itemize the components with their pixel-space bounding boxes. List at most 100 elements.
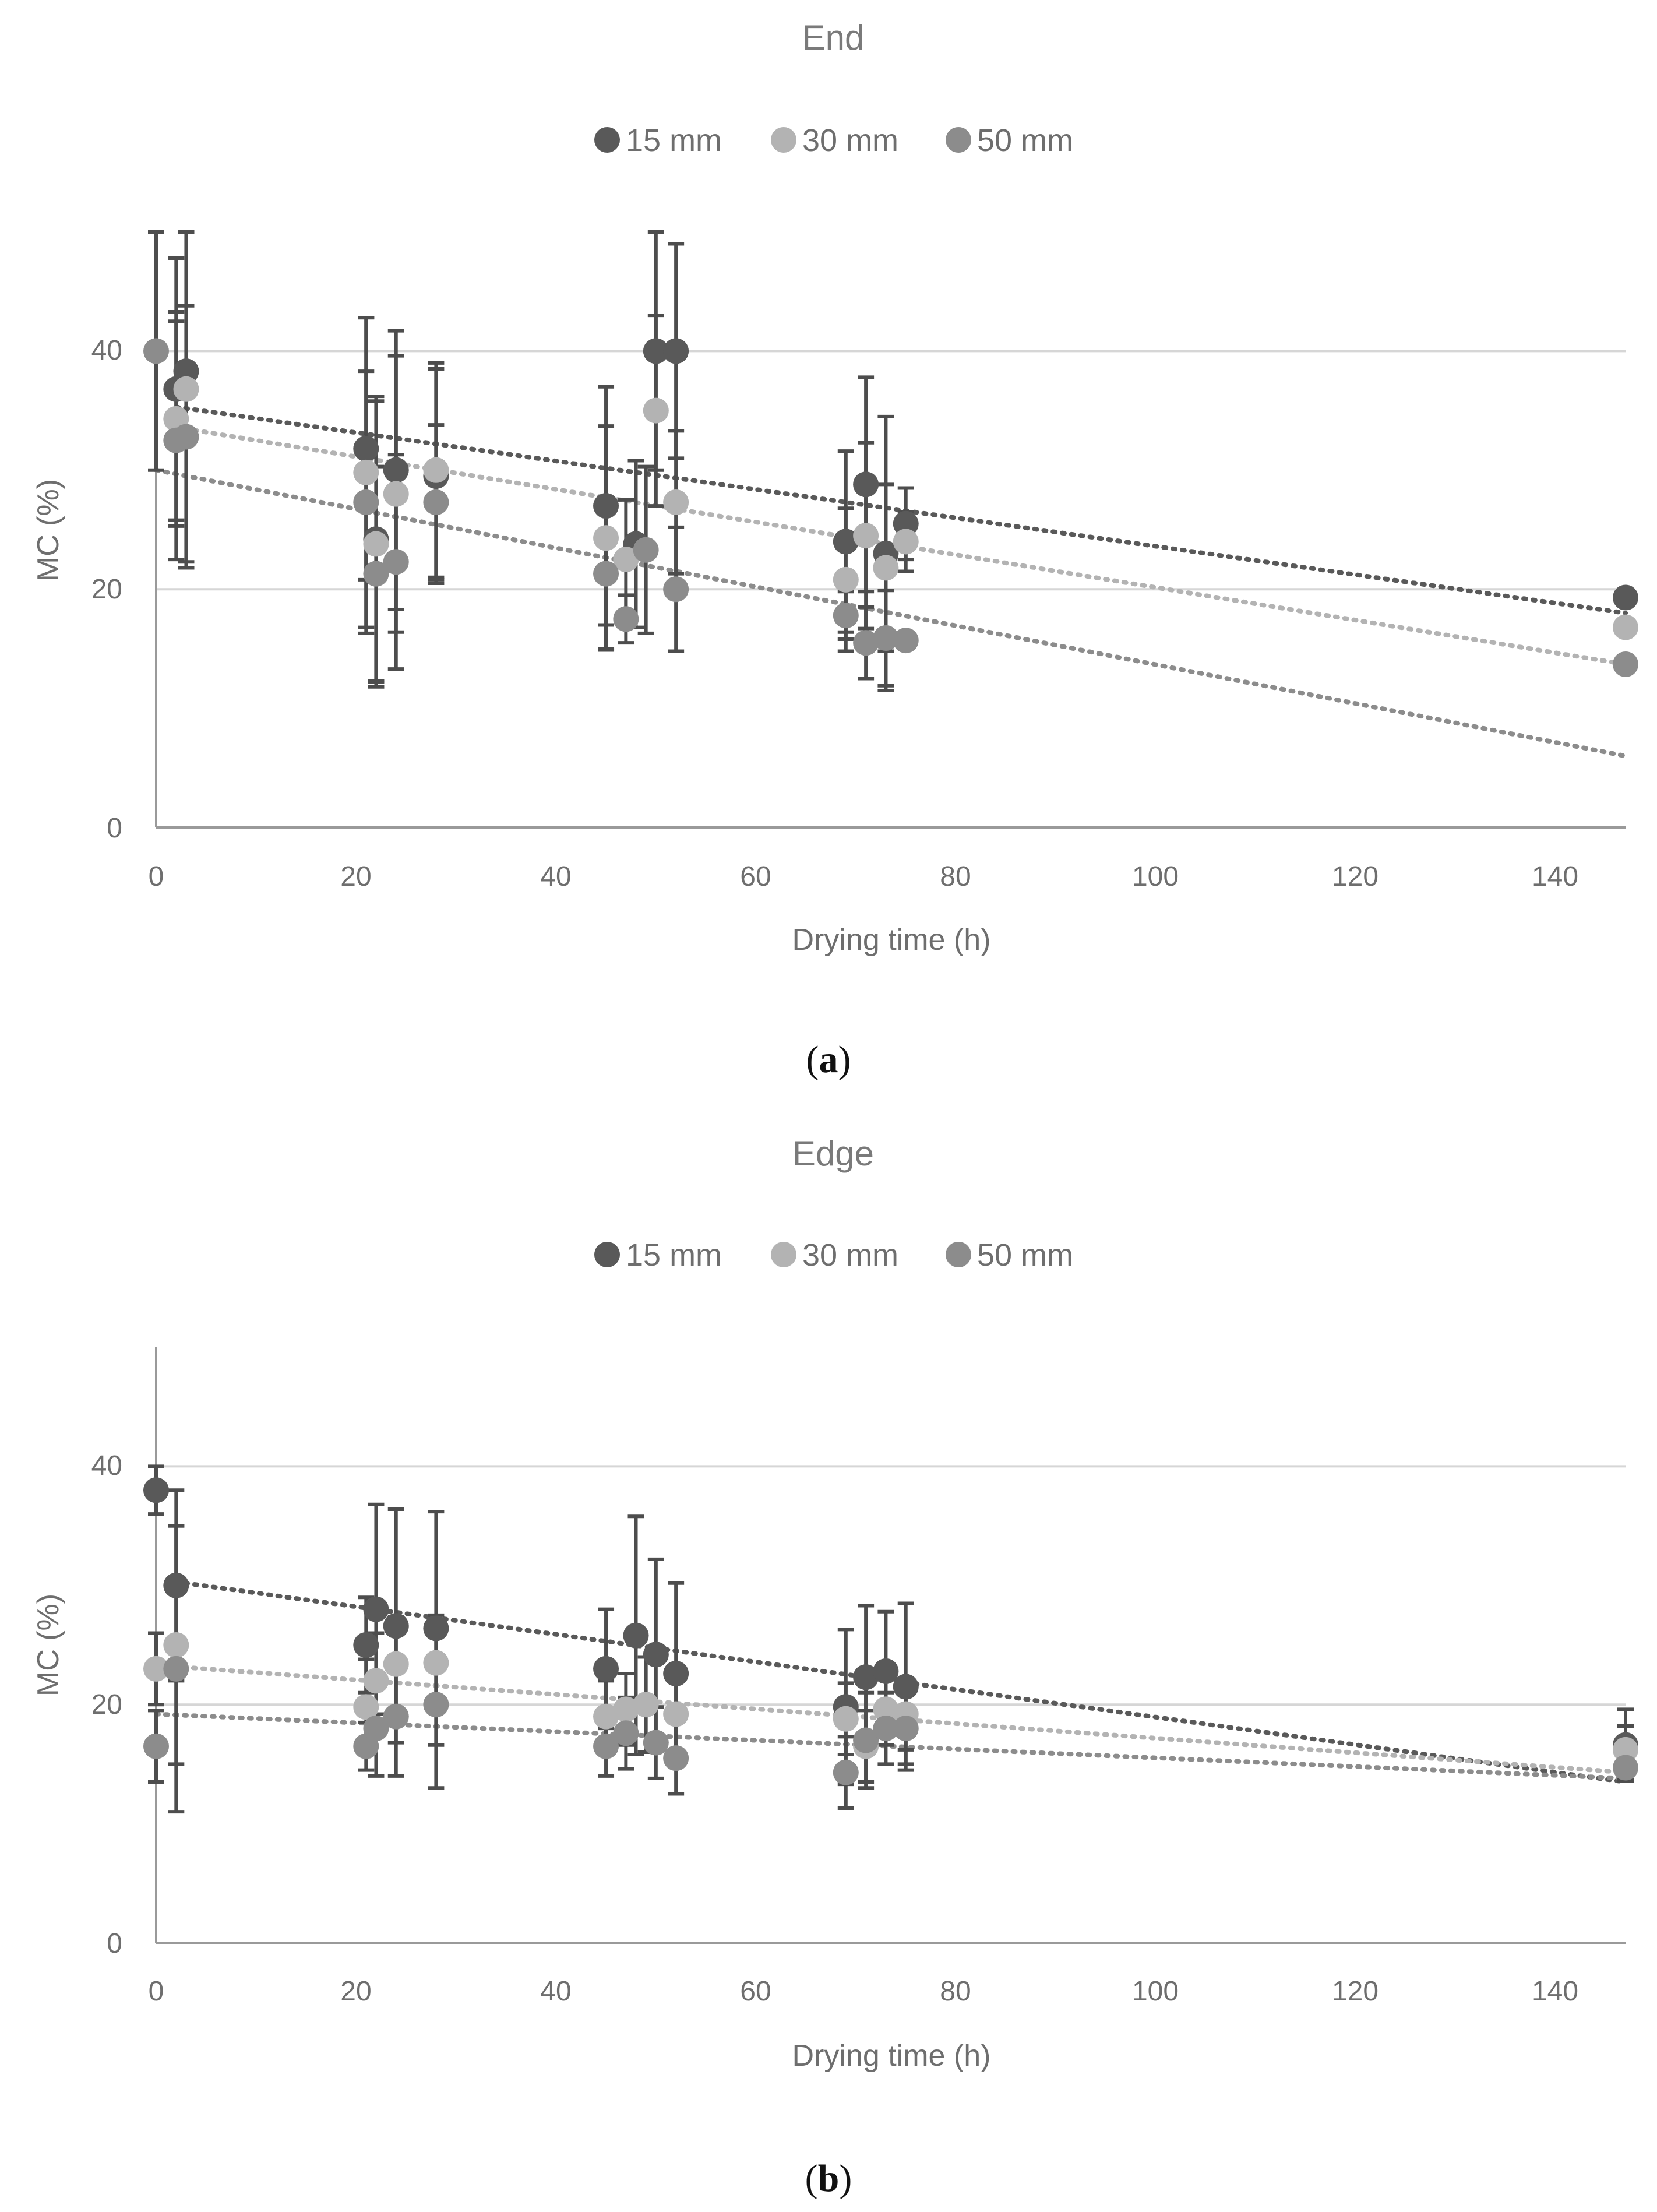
data-point-15mm [423, 1615, 449, 1642]
legend-marker-15mm [594, 1242, 620, 1267]
x-tick-label: 140 [1532, 861, 1578, 892]
data-point-50mm [633, 537, 659, 563]
data-point-50mm [163, 1656, 189, 1682]
x-tick-label: 140 [1532, 1976, 1578, 2007]
x-tick-label: 120 [1332, 1976, 1379, 2007]
data-point-50mm [363, 1716, 389, 1742]
data-point-50mm [593, 561, 619, 587]
data-point-30mm [363, 1668, 389, 1694]
data-point-30mm [873, 1696, 899, 1723]
x-tick-label: 100 [1132, 861, 1179, 892]
legend: 15 mm 30 mm 50 mm [594, 1238, 1073, 1273]
data-point-50mm [833, 1759, 859, 1785]
data-point-50mm [613, 606, 639, 632]
legend-marker-50mm [946, 1242, 971, 1267]
data-point-15mm [623, 1622, 649, 1649]
legend-label-50mm: 50 mm [977, 123, 1073, 158]
data-point-50mm [143, 338, 169, 364]
data-point-50mm [593, 1733, 619, 1759]
data-point-30mm [363, 531, 389, 557]
x-axis-label: Drying time (h) [792, 923, 991, 957]
data-point-50mm [643, 1730, 669, 1756]
x-tick-label: 120 [1332, 861, 1379, 892]
data-point-30mm [873, 555, 899, 581]
data-point-30mm [1613, 1737, 1638, 1763]
x-tick-labels: 0 20 40 60 80 100 120 140 [149, 1976, 1578, 2007]
data-point-30mm [613, 547, 639, 573]
panel-caption: (a) [806, 1038, 851, 1081]
data-marks [143, 230, 1638, 692]
y-axis-label: MC (%) [31, 479, 65, 582]
data-point-30mm [353, 1694, 379, 1720]
data-point-50mm [143, 1733, 169, 1759]
x-tick-label: 0 [149, 1976, 164, 2007]
data-point-50mm [663, 576, 689, 603]
x-tick-labels: 0 20 40 60 80 100 120 140 [149, 861, 1578, 892]
data-point-30mm [633, 1692, 659, 1718]
y-tick-label: 20 [91, 1689, 122, 1720]
chart-title: Edge [792, 1134, 874, 1173]
legend-label-30mm: 30 mm [802, 123, 898, 158]
legend-marker-30mm [771, 127, 796, 153]
x-tick-label: 0 [149, 861, 164, 892]
legend-label-15mm: 15 mm [626, 1238, 722, 1273]
data-point-50mm [853, 1727, 879, 1753]
data-point-15mm [853, 1664, 879, 1690]
trendline-15mm [174, 404, 1628, 616]
panel-caption-letter: a [819, 1038, 838, 1081]
data-point-50mm [1613, 651, 1638, 677]
data-point-15mm [363, 1596, 389, 1622]
y-tick-labels: 0 20 40 [91, 1450, 122, 1959]
data-point-50mm [353, 489, 379, 515]
data-point-30mm [1613, 614, 1638, 640]
trendline-50mm [154, 467, 1628, 759]
data-point-15mm [893, 1674, 919, 1700]
data-point-15mm [383, 1613, 409, 1639]
data-point-15mm [853, 471, 879, 498]
data-point-30mm [663, 1701, 689, 1727]
data-point-50mm [383, 549, 409, 575]
data-point-15mm [643, 1642, 669, 1668]
data-point-15mm [353, 436, 379, 462]
data-point-50mm [663, 1745, 689, 1771]
data-point-50mm [383, 1703, 409, 1730]
chart-panel-end: End 15 mm 30 mm 50 mm 0 20 40 0 20 40 60… [31, 18, 1638, 1081]
x-tick-label: 20 [340, 1976, 371, 2007]
data-point-30mm [423, 457, 449, 483]
legend: 15 mm 30 mm 50 mm [594, 123, 1073, 158]
y-tick-labels: 0 20 40 [91, 335, 122, 844]
data-point-50mm [893, 1716, 919, 1742]
x-tick-label: 80 [940, 1976, 971, 2007]
data-point-15mm [383, 457, 409, 483]
y-tick-label: 0 [107, 813, 122, 844]
data-point-15mm [663, 338, 689, 364]
legend-label-15mm: 15 mm [626, 123, 722, 158]
data-point-15mm [143, 1477, 169, 1503]
y-tick-label: 40 [91, 335, 122, 366]
x-tick-label: 60 [740, 1976, 771, 2007]
data-point-15mm [593, 1656, 619, 1682]
data-point-30mm [353, 459, 379, 485]
data-marks [143, 1464, 1638, 1814]
data-point-30mm [593, 1703, 619, 1730]
panel-caption-letter: b [818, 2157, 840, 2200]
data-point-30mm [383, 1651, 409, 1677]
data-point-50mm [833, 603, 859, 629]
data-point-30mm [833, 566, 859, 593]
data-point-50mm [423, 1692, 449, 1718]
data-point-50mm [173, 424, 199, 450]
y-tick-label: 40 [91, 1450, 122, 1481]
chart-panel-edge: Edge 15 mm 30 mm 50 mm 0 20 40 0 20 40 6… [31, 1134, 1638, 2200]
data-point-30mm [173, 376, 199, 402]
legend-marker-15mm [594, 127, 620, 153]
data-point-50mm [893, 628, 919, 654]
x-tick-label: 80 [940, 861, 971, 892]
data-point-15mm [643, 338, 669, 364]
data-point-15mm [593, 493, 619, 519]
data-point-50mm [853, 630, 879, 656]
data-point-30mm [643, 397, 669, 424]
data-point-50mm [613, 1720, 639, 1746]
x-axis-label: Drying time (h) [792, 2039, 991, 2073]
panel-caption: (b) [805, 2157, 852, 2200]
data-point-30mm [853, 523, 879, 549]
